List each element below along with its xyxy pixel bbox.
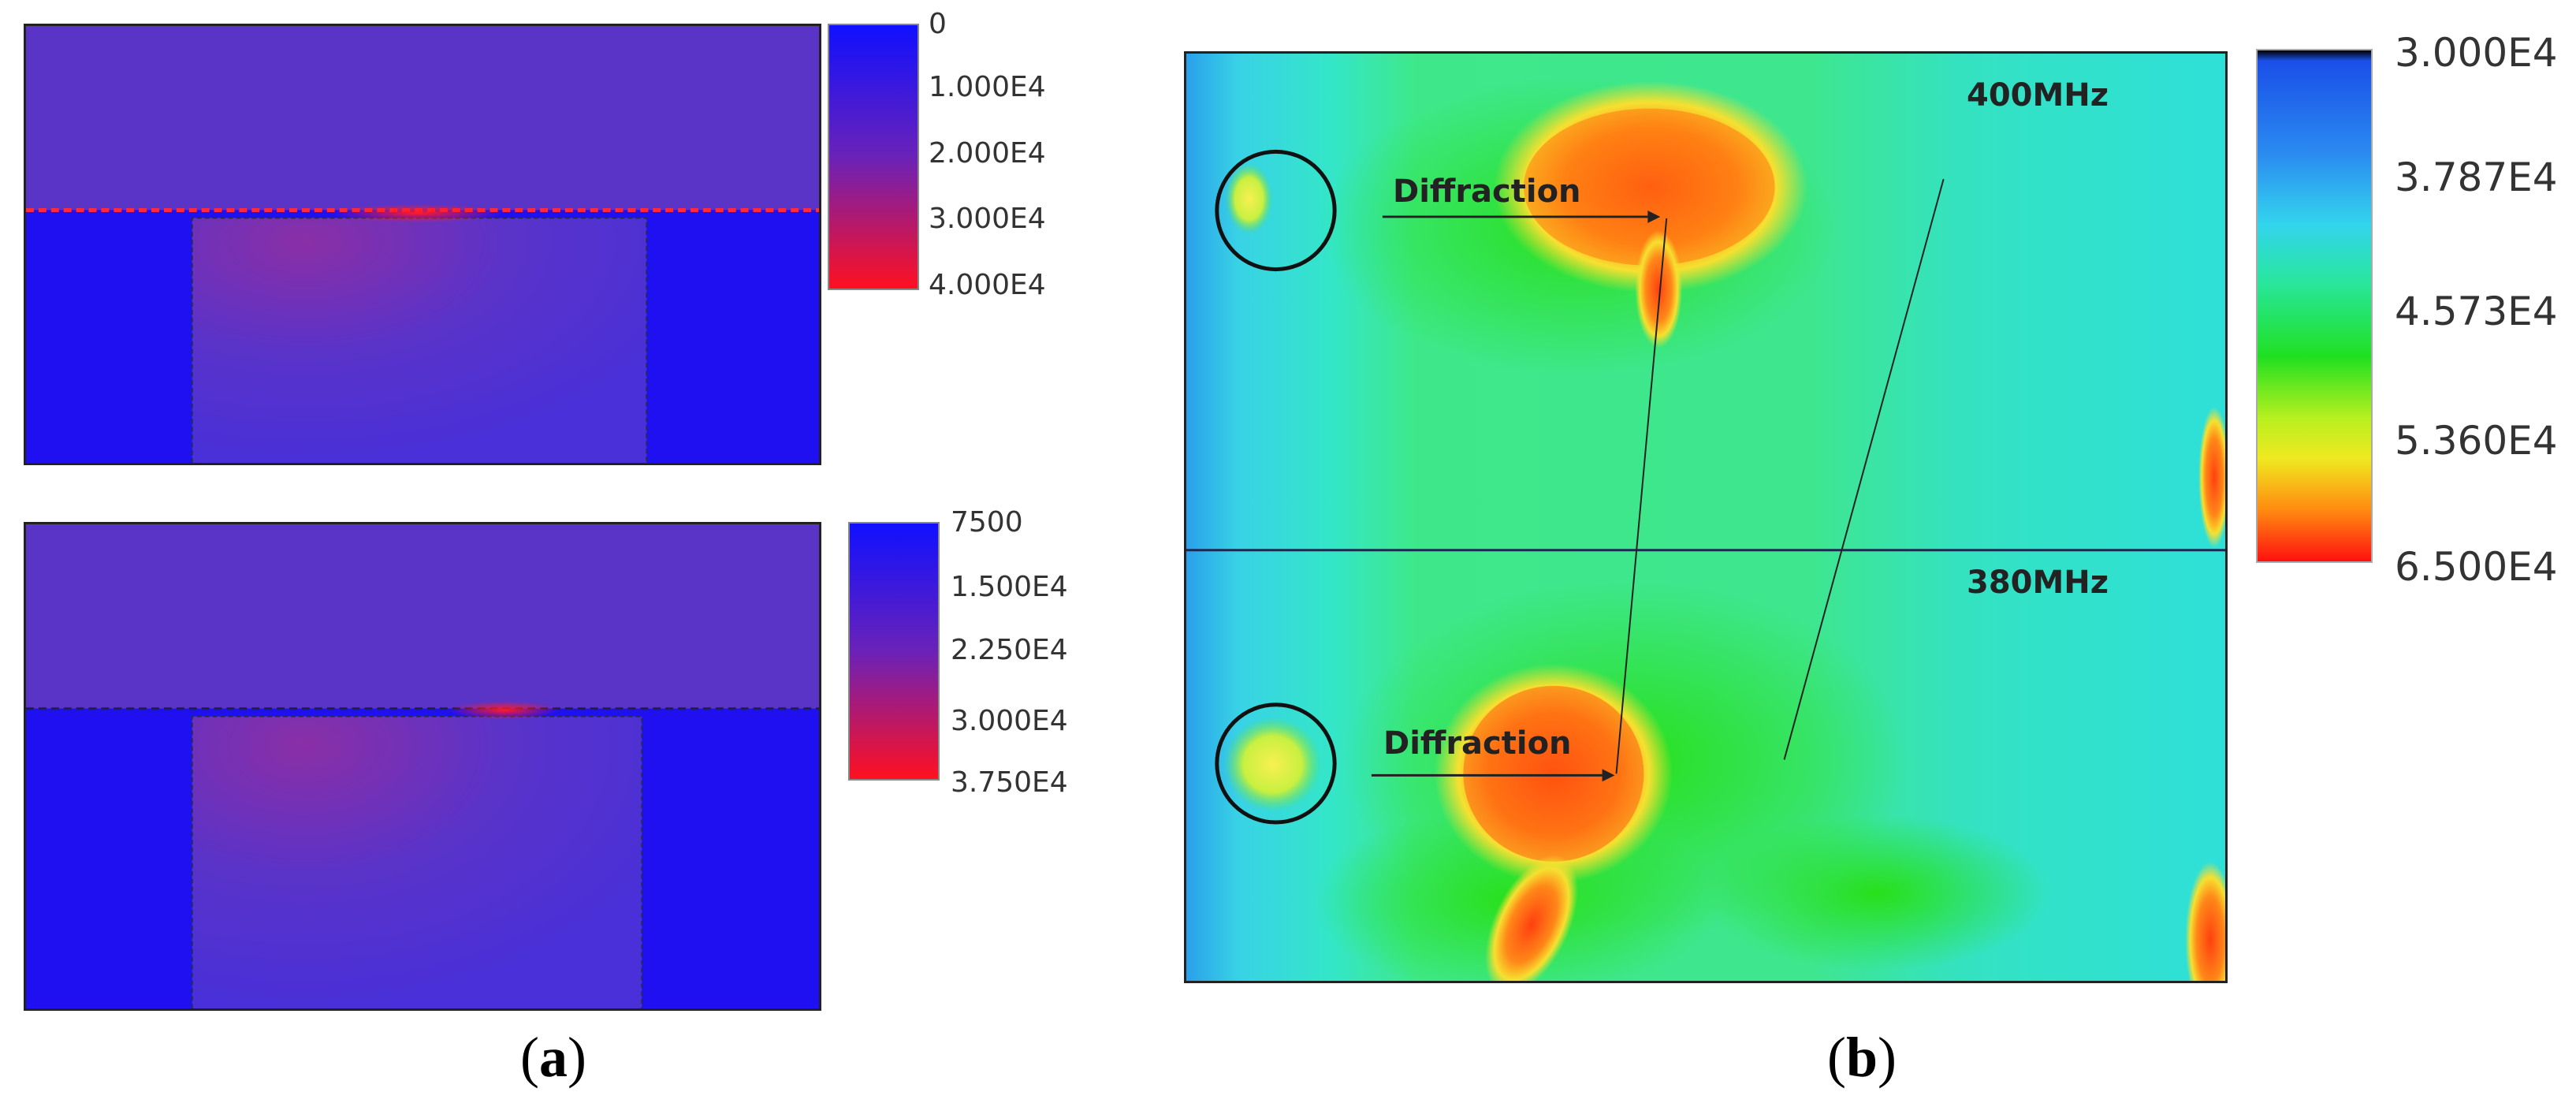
annotation-diffraction-bottom: Diffraction (1383, 725, 1572, 762)
caption-b: (b) (1827, 1026, 1897, 1089)
panel-b-tick-0: 3.000E4 (2395, 30, 2558, 76)
panel-b-plot: 400MHz 380MHz Diffraction Diffraction (1184, 51, 2228, 983)
diffraction-circle-bottom (1215, 702, 1337, 825)
panel-a-bottom-tick-2: 2.250E4 (951, 634, 1068, 666)
panel-b-colorbar (2256, 49, 2373, 563)
freq-label-top: 400MHz (1967, 77, 2109, 114)
panel-a-bottom-tick-4: 3.750E4 (951, 766, 1068, 799)
annotation-diffraction-top: Diffraction (1393, 173, 1581, 210)
freq-label-bottom: 380MHz (1967, 565, 2109, 601)
panel-b-tick-4: 6.500E4 (2395, 544, 2558, 590)
panel-a-top-tick-4: 4.000E4 (929, 269, 1046, 301)
panel-a-top-colorbar (828, 24, 919, 290)
panel-a-bottom-colorbar (848, 522, 940, 781)
panel-a-bottom-tick-0: 7500 (951, 506, 1023, 539)
panel-a-top-tick-2: 2.000E4 (929, 137, 1046, 170)
panel-a-top-field (26, 26, 819, 463)
panel-a-bottom-field (26, 524, 819, 1008)
panel-b-tick-2: 4.573E4 (2395, 289, 2558, 334)
diffraction-circle-top (1215, 149, 1337, 272)
panel-b-tick-3: 5.360E4 (2395, 418, 2558, 464)
panel-a-bottom-tick-3: 3.000E4 (951, 705, 1068, 737)
panel-b-field (1186, 54, 2225, 981)
caption-a: (a) (520, 1026, 586, 1089)
panel-a-bottom-tick-1: 1.500E4 (951, 571, 1068, 603)
panel-b-tick-1: 3.787E4 (2395, 155, 2558, 200)
panel-a-top-tick-0: 0 (929, 8, 947, 40)
panel-a-top-tick-3: 3.000E4 (929, 203, 1046, 235)
panel-a-top-tick-1: 1.000E4 (929, 71, 1046, 103)
panel-a-bottom-plot (24, 522, 821, 1011)
panel-a-top-plot (24, 24, 821, 465)
